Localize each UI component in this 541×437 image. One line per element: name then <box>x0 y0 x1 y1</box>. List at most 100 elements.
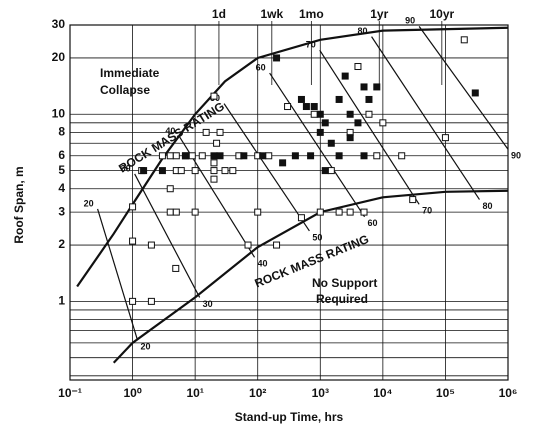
point <box>216 152 224 160</box>
rating-label: 80 <box>358 26 368 36</box>
y-tick-label: 20 <box>52 50 66 64</box>
y-axis-label: Roof Span, m <box>12 166 26 243</box>
point <box>373 152 381 160</box>
point <box>210 92 218 100</box>
y-tick-label: 1 <box>58 294 65 308</box>
x-tick-label: 10⁻¹ <box>58 386 82 400</box>
point <box>210 152 218 160</box>
point <box>129 203 137 211</box>
point <box>316 208 324 216</box>
rating-line <box>97 208 139 341</box>
point <box>297 95 305 103</box>
rating-label: 30 <box>203 299 213 309</box>
point <box>346 134 354 142</box>
point <box>229 167 237 175</box>
point <box>321 167 329 175</box>
point <box>360 152 368 160</box>
x-tick-label: 10⁰ <box>123 386 141 400</box>
point <box>147 297 155 305</box>
point <box>172 264 180 272</box>
plot-frame <box>69 24 509 381</box>
top-tick-label: 1mo <box>299 7 324 21</box>
annotation: Immediate <box>100 66 160 80</box>
point <box>210 175 218 183</box>
rating-line <box>319 49 420 205</box>
point <box>297 214 305 222</box>
top-tick-label: 1wk <box>260 7 283 21</box>
point <box>166 185 174 193</box>
point <box>166 152 174 160</box>
point <box>191 208 199 216</box>
point <box>409 196 417 204</box>
rating-line <box>418 26 509 150</box>
point <box>158 152 166 160</box>
point <box>327 139 335 147</box>
point <box>460 36 468 44</box>
point <box>354 63 362 71</box>
point <box>335 152 343 160</box>
x-tick-label: 10² <box>249 386 266 400</box>
point <box>341 72 349 80</box>
y-tick-label: 5 <box>58 163 65 177</box>
x-axis-label: Stand-up Time, hrs <box>235 410 344 424</box>
point <box>310 110 318 118</box>
point <box>310 103 318 111</box>
point <box>291 152 299 160</box>
y-tick-label: 2 <box>58 237 65 251</box>
point <box>147 241 155 249</box>
point <box>327 167 335 175</box>
point <box>360 83 368 91</box>
y-tick-label: 3 <box>58 204 65 218</box>
annotation: Required <box>316 292 368 306</box>
boundary-curve <box>76 26 509 288</box>
rating-line <box>134 173 201 298</box>
point <box>307 152 315 160</box>
point <box>335 95 343 103</box>
x-tick-label: 10⁵ <box>436 386 455 400</box>
y-tick-label: 4 <box>58 181 65 195</box>
point <box>321 119 329 127</box>
point <box>213 139 221 147</box>
point <box>346 110 354 118</box>
annotation: Collapse <box>100 83 150 97</box>
point <box>181 152 189 160</box>
point <box>210 167 218 175</box>
rating-label: 40 <box>165 126 175 136</box>
point <box>273 241 281 249</box>
point <box>210 159 218 167</box>
point <box>373 83 381 91</box>
point <box>158 167 166 175</box>
point <box>346 208 354 216</box>
point <box>216 128 224 136</box>
y-tick-label: 8 <box>58 125 65 139</box>
point <box>221 167 229 175</box>
y-tick-label: 30 <box>52 17 66 31</box>
top-tick-label: 1yr <box>370 7 388 21</box>
rating-label: 20 <box>141 342 151 352</box>
rating-label: 90 <box>511 151 521 161</box>
point <box>191 167 199 175</box>
point <box>279 159 287 167</box>
rating-label: 90 <box>405 16 415 26</box>
point <box>365 110 373 118</box>
x-tick-label: 10³ <box>312 386 329 400</box>
point <box>129 297 137 305</box>
point <box>240 152 248 160</box>
rating-line <box>223 103 310 232</box>
point <box>335 208 343 216</box>
point <box>172 208 180 216</box>
boundary-curve <box>112 189 509 364</box>
point <box>273 54 281 62</box>
point <box>259 152 267 160</box>
x-tick-label: 10¹ <box>186 386 203 400</box>
point <box>441 134 449 142</box>
point <box>316 128 324 136</box>
point <box>265 152 273 160</box>
point <box>140 167 148 175</box>
point <box>471 89 479 97</box>
rating-label: 60 <box>368 218 378 228</box>
annotation: No Support <box>312 276 377 290</box>
top-tick-label: 10yr <box>429 7 454 21</box>
x-tick-label: 10⁴ <box>373 386 392 400</box>
point <box>254 208 262 216</box>
